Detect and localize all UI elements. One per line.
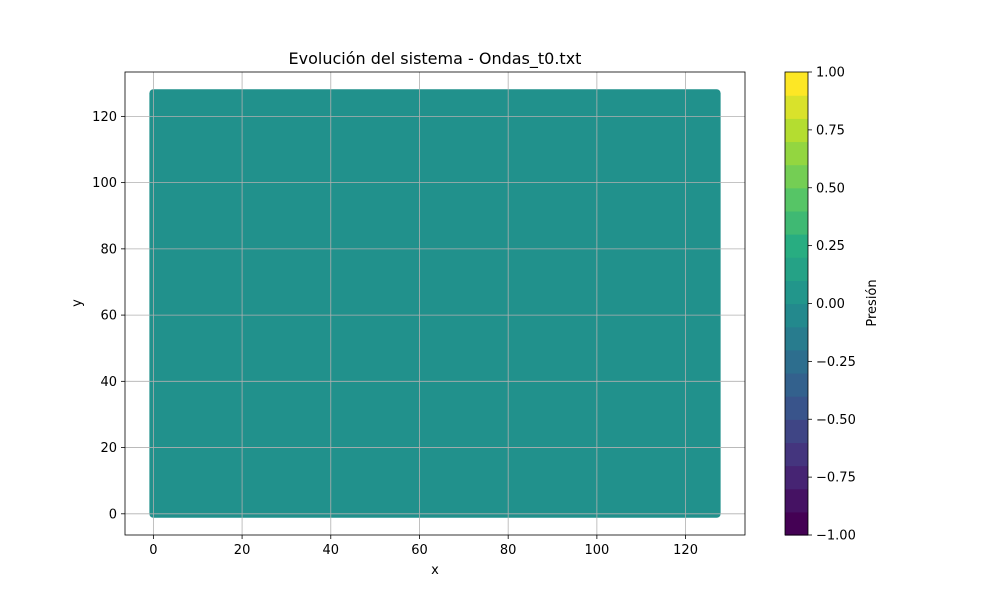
x-tick-label: 80 xyxy=(500,543,517,558)
colorbar: −1.00 −0.75 −0.50 −0.25 0.00 0.25 0.50 0.75 1.00 xyxy=(784,66,856,544)
x-tick-label: 0 xyxy=(149,543,157,558)
colorbar-band xyxy=(785,141,808,166)
colorbar-tick-label: 0.50 xyxy=(816,181,845,196)
colorbar-band xyxy=(785,257,808,281)
y-tick-label: 60 xyxy=(100,309,117,324)
x-axis-label: x xyxy=(431,563,439,578)
x-tick-label: 20 xyxy=(234,543,251,558)
colorbar-band xyxy=(785,488,808,513)
colorbar-band xyxy=(785,118,808,143)
x-tick-label: 60 xyxy=(411,543,428,558)
axes-frame xyxy=(124,71,746,536)
colorbar-tick-label: −0.75 xyxy=(816,471,856,486)
colorbar-tick-label: 0.75 xyxy=(816,123,845,138)
colorbar-band xyxy=(785,442,808,467)
chart-title: Evolución del sistema - Ondas_t0.txt xyxy=(289,49,582,69)
y-tick-label: 100 xyxy=(92,176,117,191)
y-tick-label: 0 xyxy=(109,507,117,522)
colorbar-tick-label: 1.00 xyxy=(816,66,845,81)
colorbar-band xyxy=(785,95,808,119)
colorbar-band xyxy=(785,164,808,189)
colorbar-tick-label: −0.25 xyxy=(816,355,856,370)
colorbar-band xyxy=(785,326,808,351)
colorbar-band xyxy=(785,234,808,258)
colorbar-band xyxy=(785,465,808,490)
colorbar-tick-label: −0.50 xyxy=(816,413,856,428)
colorbar-band xyxy=(785,210,808,235)
colorbar-band xyxy=(785,349,808,374)
colorbar-band xyxy=(785,72,808,96)
x-tick-label: 120 xyxy=(673,543,698,558)
colorbar-tick-label: −1.00 xyxy=(816,529,856,544)
colorbar-tick-label: 0.00 xyxy=(816,297,845,312)
y-tick-label: 120 xyxy=(92,110,117,125)
plot-area: 0 20 40 60 80 100 120 0 20 40 60 80 100 120 xyxy=(92,71,746,558)
y-tick-label: 40 xyxy=(100,375,117,390)
x-tick-label: 100 xyxy=(584,543,609,558)
y-tick-label: 20 xyxy=(100,441,117,456)
colorbar-band xyxy=(785,187,808,212)
colorbar-band xyxy=(785,419,808,443)
x-tick-label: 40 xyxy=(323,543,340,558)
colorbar-band xyxy=(785,303,808,328)
colorbar-band xyxy=(785,396,808,420)
colorbar-label: Presión xyxy=(865,279,880,326)
y-axis-label: y xyxy=(70,299,85,307)
colorbar-band xyxy=(785,280,808,305)
colorbar-tick-label: 0.25 xyxy=(816,239,845,254)
colorbar-band xyxy=(785,511,808,536)
pressure-field xyxy=(149,89,721,518)
y-tick-label: 80 xyxy=(100,242,117,257)
colorbar-band xyxy=(785,372,808,397)
